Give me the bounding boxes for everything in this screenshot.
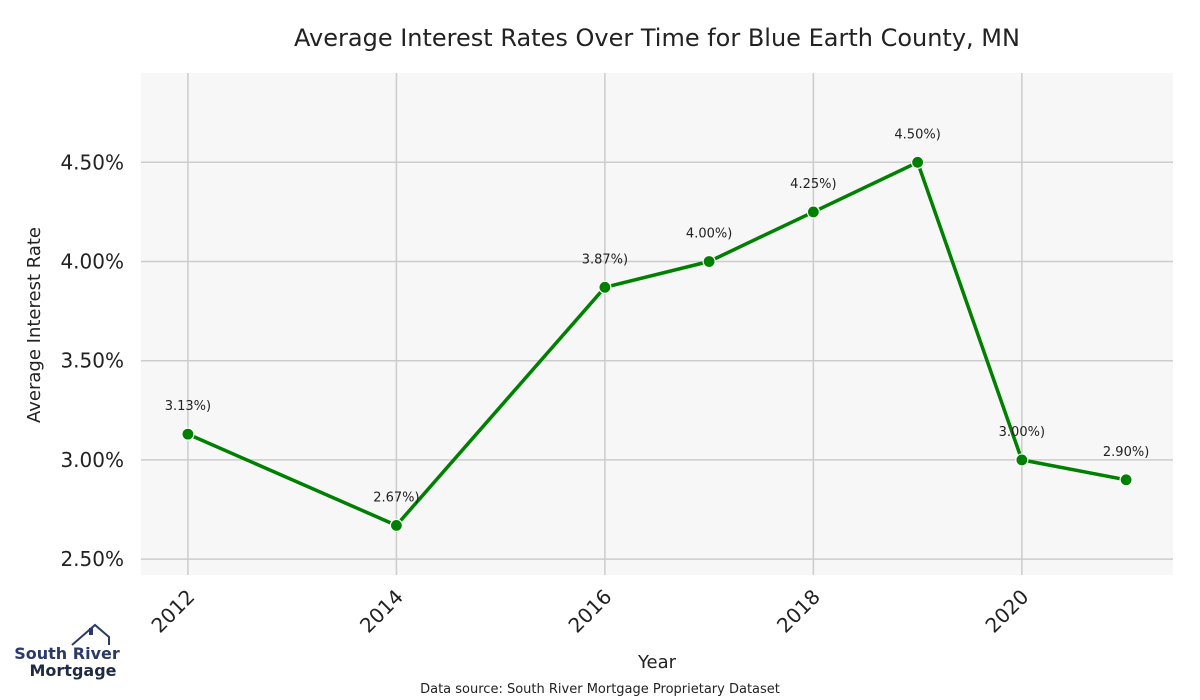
logo-text-line1: South River: [14, 644, 120, 663]
data-point: [1119, 473, 1133, 487]
logo-text-line2: Mortgage: [29, 661, 116, 680]
x-tick-label: 2018: [772, 585, 825, 638]
y-tick-label: 3.50%: [60, 349, 124, 373]
y-tick-label: 2.50%: [60, 547, 124, 571]
data-point: [598, 280, 612, 294]
company-logo: South River Mortgage: [14, 623, 120, 680]
y-tick-label: 3.00%: [60, 448, 124, 472]
data-label: 3.00%): [999, 425, 1045, 440]
y-axis-label: Average Interest Rate: [24, 227, 45, 423]
data-point: [181, 427, 195, 441]
series: [181, 155, 1133, 532]
series-line: [187, 160, 1127, 528]
chart-title: Average Interest Rates Over Time for Blu…: [294, 24, 1020, 52]
data-point: [911, 155, 925, 169]
x-axis-label: Year: [637, 652, 677, 673]
data-label: 4.25%): [790, 177, 836, 192]
x-axis-ticks: 2012 2014 2016 2018 2020: [146, 585, 1033, 638]
data-point: [389, 518, 403, 532]
x-tick-label: 2016: [563, 585, 616, 638]
grid: [141, 73, 1173, 575]
data-label: 3.13%): [165, 399, 211, 414]
data-point: [702, 254, 716, 269]
data-label: 4.00%): [686, 226, 732, 241]
data-label: 2.67%): [373, 490, 419, 505]
y-tick-label: 4.50%: [60, 150, 124, 174]
x-tick-label: 2012: [146, 585, 199, 638]
plot-area: [141, 73, 1173, 575]
data-point: [1015, 453, 1029, 467]
data-point: [806, 205, 820, 219]
data-label: 2.90%): [1103, 445, 1149, 460]
house-icon: [71, 623, 110, 646]
x-tick-label: 2014: [355, 585, 408, 638]
y-axis-ticks: 2.50% 3.00% 3.50% 4.00% 4.50%: [60, 150, 124, 571]
data-label: 3.87%): [582, 252, 628, 267]
data-labels: 3.13%) 2.67%) 3.87%) 4.00%) 4.25%) 4.50%) 3.00…: [165, 127, 1150, 505]
y-tick-label: 4.00%: [60, 249, 124, 273]
x-tick-label: 2020: [980, 585, 1033, 638]
data-label: 4.50%): [894, 127, 940, 142]
data-source-note: Data source: South River Mortgage Propri…: [420, 682, 780, 697]
